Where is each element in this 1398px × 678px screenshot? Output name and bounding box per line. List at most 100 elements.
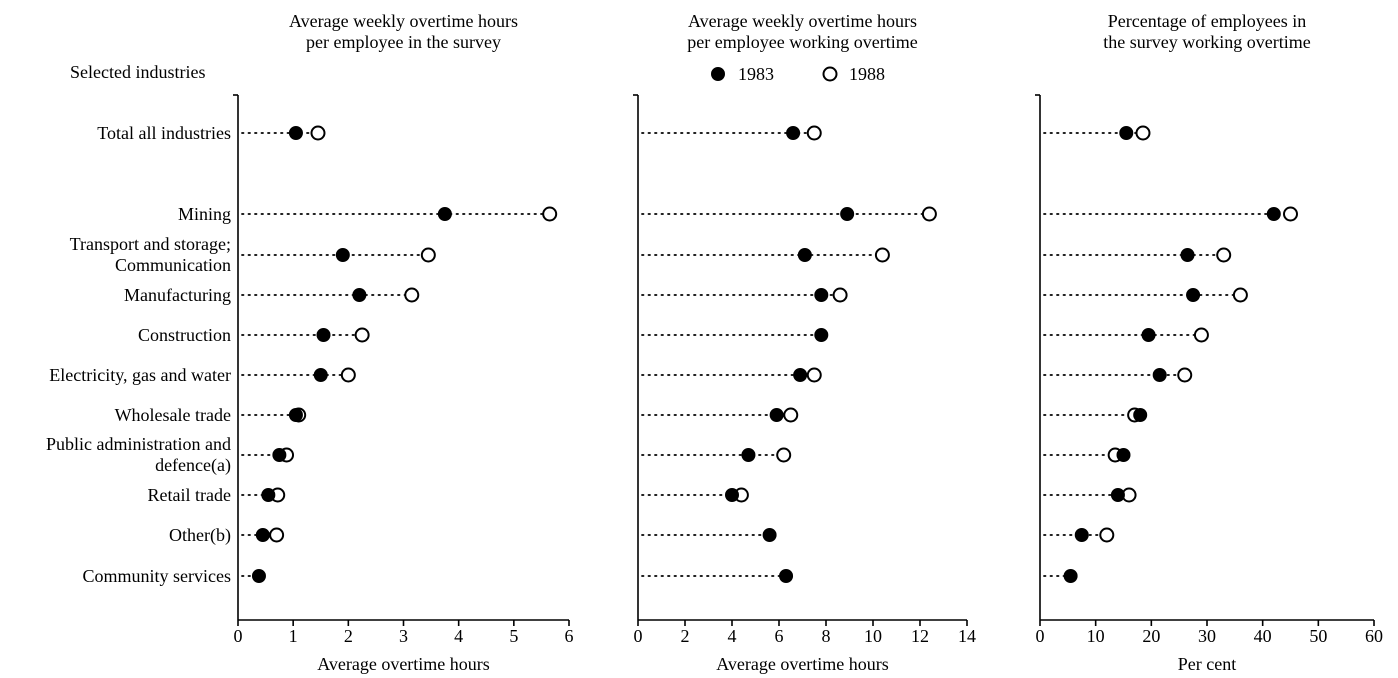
- point-1988: [783, 407, 799, 423]
- point-1983: [288, 408, 303, 422]
- x-tick-label: 60: [1365, 626, 1383, 646]
- point-1988: [1177, 367, 1193, 383]
- category-label-other-b: Other(b): [169, 525, 231, 546]
- point-1983: [316, 328, 331, 342]
- x-tick-label: 40: [1254, 626, 1272, 646]
- x-tick-label: 1: [289, 626, 298, 646]
- point-1983: [797, 248, 812, 262]
- x-tick-label: 10: [1087, 626, 1105, 646]
- category-label-community-services: Community services: [83, 566, 231, 586]
- panel-title: Average weekly overtime hours per employe…: [289, 11, 518, 52]
- x-tick-label: 2: [681, 626, 690, 646]
- category-labels: Total all industries Mining Transport and …: [46, 123, 231, 586]
- point-1983: [786, 126, 801, 140]
- point-1988: [310, 125, 326, 141]
- point-1983: [261, 488, 276, 502]
- legend: 1983 1988: [711, 64, 885, 84]
- point-1983: [741, 448, 756, 462]
- point-1983: [793, 368, 808, 382]
- x-tick-label: 3: [399, 626, 408, 646]
- category-label-mining: Mining: [178, 204, 231, 224]
- point-1988: [404, 287, 420, 303]
- x-tick-label: 30: [1198, 626, 1216, 646]
- point-1983: [288, 126, 303, 140]
- x-tick-label: 2: [344, 626, 353, 646]
- category-label-wholesale-trade: Wholesale trade: [115, 405, 231, 425]
- point-1988: [832, 287, 848, 303]
- x-tick-label: 12: [911, 626, 929, 646]
- point-1983: [313, 368, 328, 382]
- category-label-construction: Construction: [138, 325, 231, 345]
- point-1988: [269, 527, 285, 543]
- y-axis-title: Selected industries: [70, 62, 205, 82]
- point-1983: [1116, 448, 1131, 462]
- x-tick-label: 10: [864, 626, 882, 646]
- x-tick-label: 14: [958, 626, 976, 646]
- point-1988: [1232, 287, 1248, 303]
- x-tick-label: 50: [1309, 626, 1327, 646]
- point-1983: [840, 207, 855, 221]
- x-axis-label: Average overtime hours: [716, 654, 889, 674]
- x-tick-label: 5: [509, 626, 518, 646]
- category-label-manufacturing: Manufacturing: [124, 285, 231, 305]
- point-1988: [921, 206, 937, 222]
- point-1988: [874, 247, 890, 263]
- x-tick-label: 0: [1036, 626, 1045, 646]
- point-1983: [1180, 248, 1195, 262]
- legend-marker-1983: [711, 67, 725, 81]
- point-1988: [1283, 206, 1298, 222]
- x-tick-label: 0: [634, 626, 643, 646]
- x-tick-label: 6: [775, 626, 784, 646]
- category-label-transport-and-storage: Transport and storage; Communication: [70, 234, 231, 275]
- category-label-public-administration-and: Public administration and defence(a): [46, 434, 231, 476]
- point-1983: [272, 448, 287, 462]
- point-1988: [1099, 527, 1115, 543]
- point-1983: [1133, 408, 1148, 422]
- point-1983: [814, 328, 829, 342]
- panel-3: Percentage of employees in the survey wor…: [1035, 11, 1383, 674]
- point-1988: [420, 247, 436, 263]
- category-label-electricity-gas-and-water: Electricity, gas and water: [49, 365, 231, 385]
- point-1983: [251, 569, 266, 583]
- point-1983: [1074, 528, 1089, 542]
- legend-label-1988: 1988: [849, 64, 885, 84]
- x-tick-label: 4: [728, 626, 737, 646]
- point-1988: [354, 327, 370, 343]
- point-1988: [776, 447, 792, 463]
- point-1983: [769, 408, 784, 422]
- chart-panels: Average weekly overtime hours per employe…: [233, 11, 1383, 674]
- point-1983: [1186, 288, 1201, 302]
- point-1988: [806, 125, 822, 141]
- point-1983: [779, 569, 794, 583]
- x-axis-label: Average overtime hours: [317, 654, 490, 674]
- point-1988: [542, 206, 558, 222]
- x-tick-label: 8: [822, 626, 831, 646]
- x-tick-label: 0: [234, 626, 243, 646]
- point-1983: [762, 528, 777, 542]
- point-1983: [1063, 569, 1078, 583]
- point-1983: [1141, 328, 1156, 342]
- point-1988: [340, 367, 356, 383]
- x-tick-label: 20: [1142, 626, 1160, 646]
- panel-1: Average weekly overtime hours per employe…: [233, 11, 574, 674]
- point-1983: [437, 207, 452, 221]
- x-tick-label: 4: [454, 626, 463, 646]
- x-tick-label: 6: [565, 626, 574, 646]
- point-1983: [255, 528, 270, 542]
- point-1983: [814, 288, 829, 302]
- point-1983: [725, 488, 739, 502]
- panel-title: Average weekly overtime hours per employe…: [687, 11, 917, 52]
- point-1983: [1119, 126, 1134, 140]
- x-axis-label: Per cent: [1178, 654, 1236, 674]
- category-label-total-all-industries: Total all industries: [97, 123, 231, 143]
- point-1983: [1266, 207, 1281, 221]
- category-label-retail-trade: Retail trade: [148, 485, 231, 505]
- point-1988: [1216, 247, 1232, 263]
- point-1988: [1135, 125, 1151, 141]
- point-1983: [352, 288, 367, 302]
- point-1983: [1152, 368, 1167, 382]
- point-1983: [335, 248, 350, 262]
- panel-title: Percentage of employees in the survey wor…: [1103, 11, 1310, 52]
- point-1988: [806, 367, 822, 383]
